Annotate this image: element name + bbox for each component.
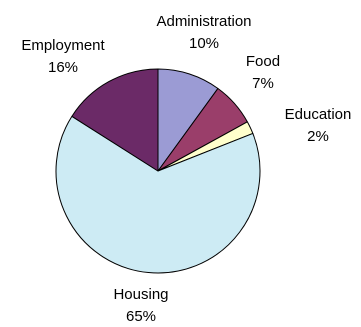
slice-label-employment: Employment [21, 37, 105, 54]
slice-value-administration: 10% [189, 35, 219, 52]
slice-value-food: 7% [252, 75, 274, 92]
slice-value-housing: 65% [126, 308, 156, 325]
slice-label-education: Education [285, 106, 352, 123]
slice-label-food: Food [246, 53, 280, 70]
slice-value-education: 2% [307, 128, 329, 145]
pie-slice-employment [71, 68, 159, 172]
slice-value-employment: 16% [48, 59, 78, 76]
pie-slice-housing [55, 115, 261, 274]
pie-slices [55, 68, 261, 274]
slice-label-administration: Administration [156, 13, 251, 30]
slice-label-housing: Housing [113, 286, 168, 303]
